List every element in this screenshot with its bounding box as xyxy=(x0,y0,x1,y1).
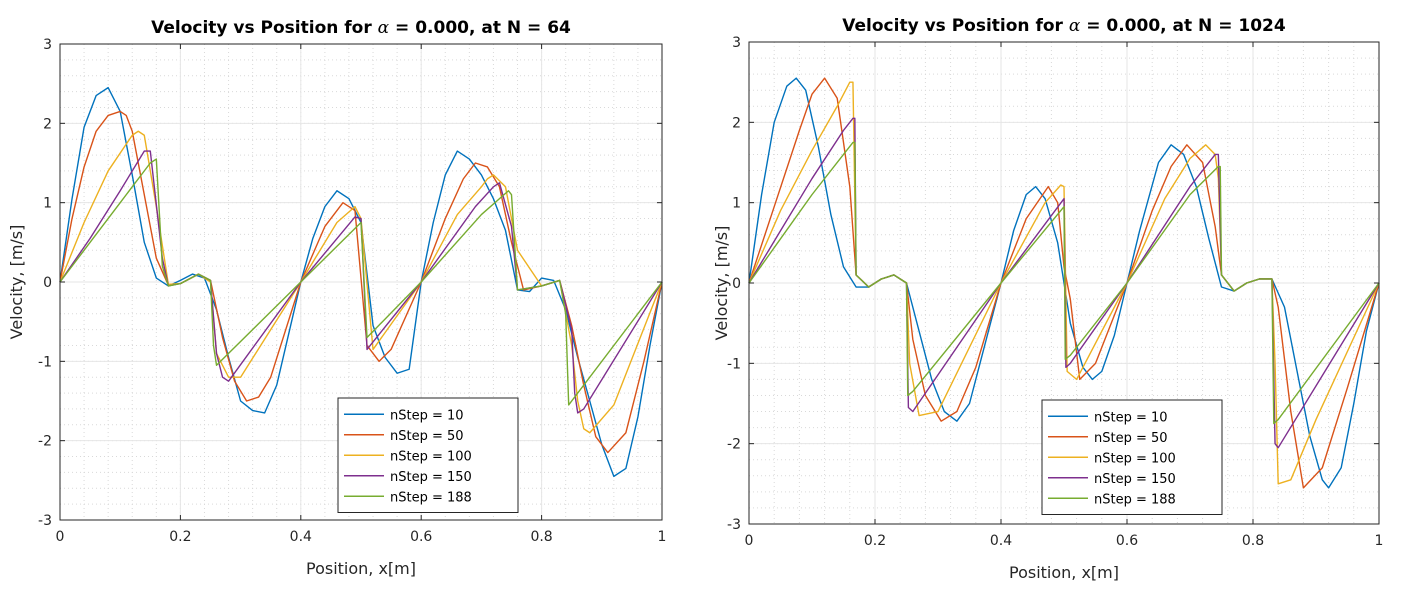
x-tick-label: 0.6 xyxy=(1116,533,1138,549)
y-axis-label: Velocity, [m/s] xyxy=(712,226,731,341)
x-tick-label: 0.8 xyxy=(530,529,552,545)
chart-title: Velocity vs Position for α = 0.000, at N… xyxy=(151,18,571,38)
y-tick-label: -3 xyxy=(727,517,741,533)
y-tick-label: -3 xyxy=(38,513,52,529)
x-axis-label: Position, x[m] xyxy=(1009,563,1119,582)
legend-label-5: nStep = 188 xyxy=(1094,492,1176,507)
series-group xyxy=(748,77,1380,489)
x-tick-label: 0.6 xyxy=(410,529,432,545)
y-tick-label: 3 xyxy=(43,37,52,53)
x-tick-label: 0.4 xyxy=(990,533,1012,549)
legend-label-1: nStep = 10 xyxy=(390,408,464,423)
x-tick-label: 0.2 xyxy=(169,529,191,545)
series-line-5 xyxy=(59,158,663,406)
x-tick-label: 0 xyxy=(56,529,65,545)
y-tick-label: -1 xyxy=(38,354,52,370)
legend-label-5: nStep = 188 xyxy=(390,490,472,505)
chart-left: 0 0.2 0.4 0.6 0.8 1 -3 -2 -1 0 1 2 3 Velocity vs Posi… xyxy=(7,18,666,578)
legend-label-1: nStep = 10 xyxy=(1094,410,1168,425)
legend-label-4: nStep = 150 xyxy=(390,470,472,485)
legend: nStep = 10 nStep = 50 nStep = 100 nStep = 1… xyxy=(337,397,519,513)
legend-label-4: nStep = 150 xyxy=(1094,472,1176,487)
x-tick-label: 1 xyxy=(658,529,667,545)
legend-label-2: nStep = 50 xyxy=(390,429,464,444)
y-tick-label: -2 xyxy=(38,434,52,450)
x-tick-label: 0 xyxy=(745,533,754,549)
y-tick-label: 0 xyxy=(732,276,741,292)
title-alpha: α xyxy=(1069,16,1081,36)
y-tick-label: 2 xyxy=(732,115,741,131)
title-alpha: α xyxy=(378,18,390,38)
y-tick-label: 1 xyxy=(732,196,741,212)
x-axis-label: Position, x[m] xyxy=(306,559,416,578)
y-tick-label: -1 xyxy=(727,356,741,372)
legend-label-2: nStep = 50 xyxy=(1094,431,1168,446)
x-tick-label: 0.8 xyxy=(1242,533,1264,549)
chart-title: Velocity vs Position for α = 0.000, at N… xyxy=(842,16,1286,36)
series-line-5 xyxy=(748,141,1380,425)
y-tick-label: 1 xyxy=(43,196,52,212)
tick-group: 0 0.2 0.4 0.6 0.8 1 -3 -2 -1 0 1 2 3 xyxy=(727,35,1383,549)
chart-right: 0 0.2 0.4 0.6 0.8 1 -3 -2 -1 0 1 2 3 Velocity vs Posi… xyxy=(712,16,1383,582)
legend-label-3: nStep = 100 xyxy=(390,449,472,464)
series-group xyxy=(59,86,663,478)
title-suffix: = 0.000, at N = 1024 xyxy=(1080,16,1286,36)
tick-group: 0 0.2 0.4 0.6 0.8 1 -3 -2 -1 0 1 2 3 xyxy=(38,37,666,545)
y-tick-label: -2 xyxy=(727,437,741,453)
title-prefix: Velocity vs Position for xyxy=(842,16,1069,36)
y-tick-label: 3 xyxy=(732,35,741,51)
x-tick-label: 1 xyxy=(1375,533,1384,549)
y-tick-label: 0 xyxy=(43,275,52,291)
title-prefix: Velocity vs Position for xyxy=(151,18,378,38)
title-suffix: = 0.000, at N = 64 xyxy=(389,18,571,38)
x-tick-label: 0.4 xyxy=(290,529,312,545)
y-axis-label: Velocity, [m/s] xyxy=(7,225,26,340)
legend: nStep = 10 nStep = 50 nStep = 100 nStep = 1… xyxy=(1041,399,1223,515)
y-tick-label: 2 xyxy=(43,116,52,132)
x-tick-label: 0.2 xyxy=(864,533,886,549)
legend-label-3: nStep = 100 xyxy=(1094,451,1176,466)
